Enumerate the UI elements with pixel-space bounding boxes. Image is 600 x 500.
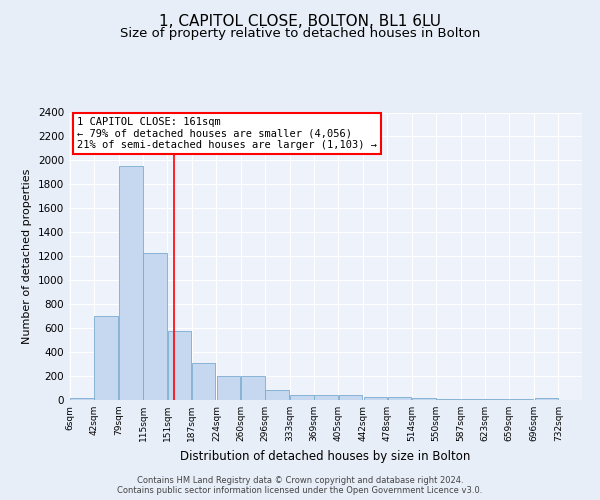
Bar	[364, 397, 387, 400]
Text: Size of property relative to detached houses in Bolton: Size of property relative to detached ho…	[120, 28, 480, 40]
Bar	[241, 376, 265, 400]
Y-axis label: Number of detached properties: Number of detached properties	[22, 168, 32, 344]
Bar	[265, 390, 289, 400]
X-axis label: Distribution of detached houses by size in Bolton: Distribution of detached houses by size …	[181, 450, 470, 462]
Bar	[70, 398, 94, 400]
Bar	[94, 316, 118, 400]
Bar	[143, 254, 167, 400]
Bar	[412, 398, 436, 400]
Bar	[338, 395, 362, 400]
Bar	[314, 395, 338, 400]
Bar	[388, 397, 412, 400]
Bar	[217, 376, 241, 400]
Text: 1, CAPITOL CLOSE, BOLTON, BL1 6LU: 1, CAPITOL CLOSE, BOLTON, BL1 6LU	[159, 14, 441, 29]
Bar	[167, 331, 191, 400]
Text: Contains HM Land Registry data © Crown copyright and database right 2024.: Contains HM Land Registry data © Crown c…	[137, 476, 463, 485]
Bar	[290, 394, 314, 400]
Bar	[535, 398, 558, 400]
Text: Contains public sector information licensed under the Open Government Licence v3: Contains public sector information licen…	[118, 486, 482, 495]
Text: 1 CAPITOL CLOSE: 161sqm
← 79% of detached houses are smaller (4,056)
21% of semi: 1 CAPITOL CLOSE: 161sqm ← 79% of detache…	[77, 117, 377, 150]
Bar	[192, 364, 215, 400]
Bar	[119, 166, 143, 400]
